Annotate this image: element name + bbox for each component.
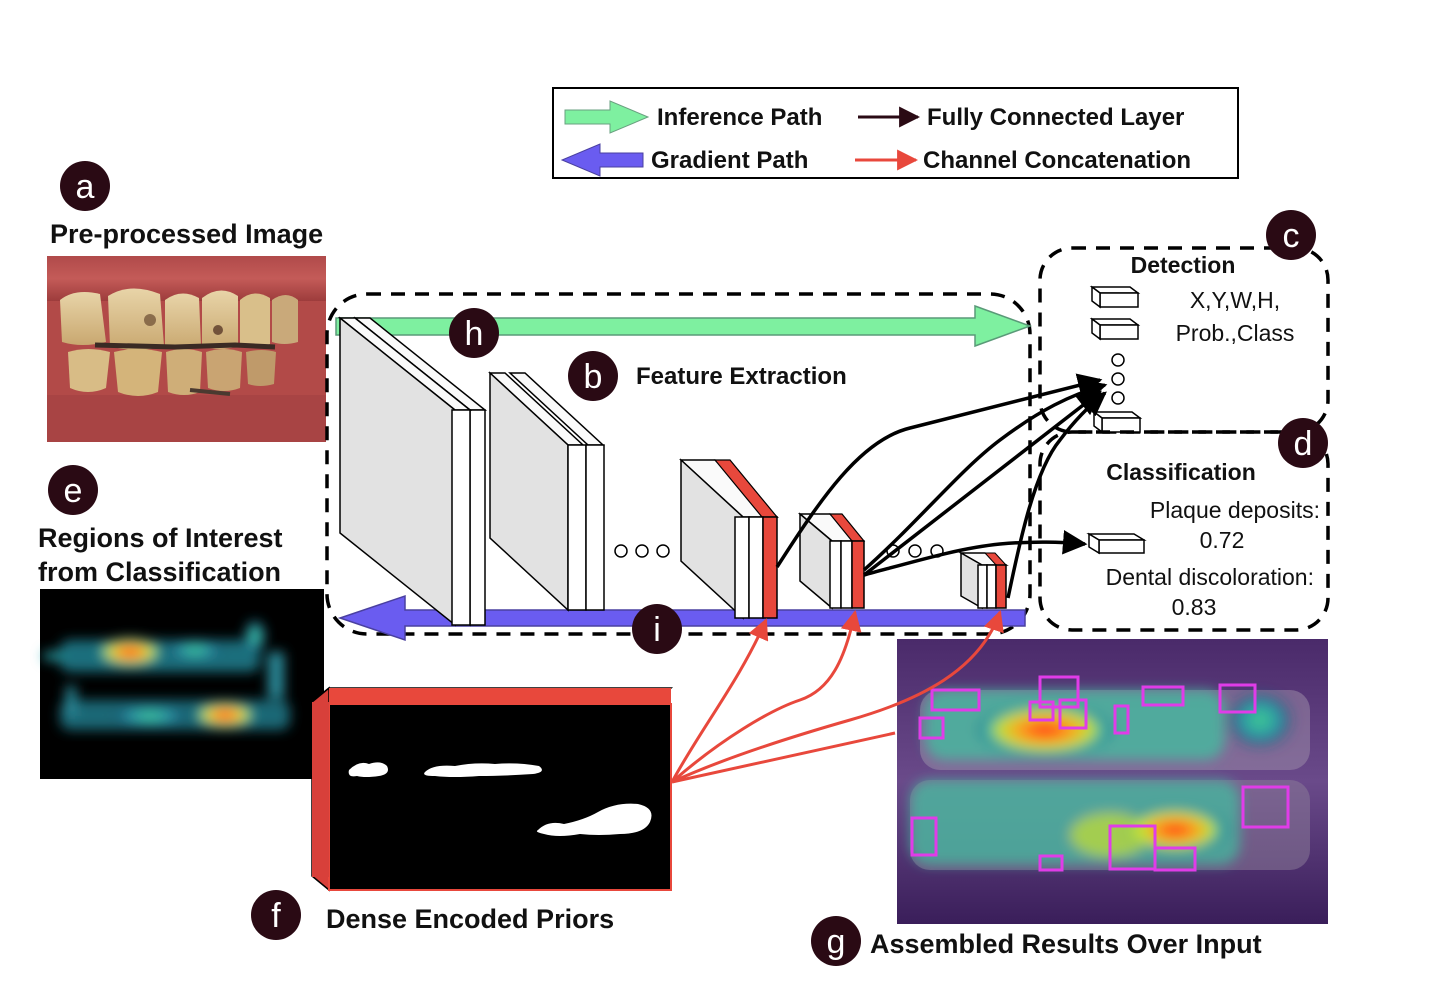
gradient-path-arrow bbox=[337, 594, 1026, 642]
badge-f: f bbox=[251, 890, 301, 940]
detection-title: Detection bbox=[1131, 252, 1236, 278]
roi-title-line1: Regions of Interest bbox=[38, 523, 283, 553]
detection-output-line1: X,Y,W,H, bbox=[1190, 287, 1280, 313]
badge-a: a bbox=[60, 161, 110, 211]
dense-priors-label: Dense Encoded Priors bbox=[326, 904, 614, 934]
class-item2-label: Dental discoloration: bbox=[1106, 564, 1314, 590]
layer-block-5 bbox=[958, 551, 1009, 610]
svg-text:f: f bbox=[271, 897, 281, 935]
feature-extraction-label: Feature Extraction bbox=[636, 363, 847, 390]
heatmap-image bbox=[40, 589, 324, 779]
layer-block-1 bbox=[337, 316, 488, 627]
teeth-photo bbox=[47, 256, 326, 442]
badge-b: b bbox=[568, 351, 618, 401]
badge-g: g bbox=[811, 916, 861, 966]
badge-e: e bbox=[48, 465, 98, 515]
preprocessed-title: Pre-processed Image bbox=[50, 219, 323, 249]
classification-box bbox=[1086, 532, 1147, 555]
detection-output-line2: Prob.,Class bbox=[1176, 320, 1295, 346]
class-item1-value: 0.72 bbox=[1200, 527, 1245, 553]
legend-concat-label: Channel Concatenation bbox=[923, 147, 1191, 174]
gradient-legend-arrow bbox=[560, 143, 644, 177]
layer-block-2 bbox=[488, 371, 605, 612]
layer-block-4 bbox=[797, 512, 866, 610]
svg-text:g: g bbox=[827, 923, 846, 961]
classification-region bbox=[1038, 430, 1330, 632]
fully-connected-arrows bbox=[775, 373, 1108, 599]
roi-title-line2: from Classification bbox=[38, 557, 281, 587]
class-item1-label: Plaque deposits: bbox=[1150, 497, 1320, 523]
legend-inference-label: Inference Path bbox=[657, 104, 822, 131]
legend: Inference Path Gradient Path Fully Conne… bbox=[552, 87, 1239, 179]
layer-block-3 bbox=[679, 458, 779, 620]
detection-boxes bbox=[1089, 285, 1143, 434]
ellipsis-1 bbox=[614, 544, 670, 558]
inference-path-arrow bbox=[335, 304, 1033, 348]
svg-text:c: c bbox=[1283, 217, 1300, 255]
badge-h: h bbox=[449, 308, 499, 358]
svg-text:b: b bbox=[584, 358, 603, 396]
overlay-result-image bbox=[897, 639, 1328, 924]
badge-d: d bbox=[1278, 418, 1328, 468]
inference-legend-arrow bbox=[564, 100, 650, 134]
detection-region bbox=[1038, 246, 1330, 434]
badge-i: i bbox=[632, 604, 682, 654]
class-item2-value: 0.83 bbox=[1172, 594, 1217, 620]
svg-text:a: a bbox=[76, 168, 95, 206]
assembled-label: Assembled Results Over Input bbox=[870, 929, 1262, 959]
svg-text:i: i bbox=[653, 611, 661, 649]
classification-title: Classification bbox=[1106, 459, 1256, 485]
feature-extraction-region bbox=[325, 292, 1032, 636]
badge-c: c bbox=[1266, 210, 1316, 260]
legend-fc-label: Fully Connected Layer bbox=[927, 104, 1184, 131]
svg-text:h: h bbox=[465, 315, 484, 353]
svg-text:d: d bbox=[1294, 425, 1313, 463]
binary-mask-image bbox=[309, 686, 674, 892]
concatenation-arrows bbox=[670, 609, 1004, 784]
svg-text:e: e bbox=[64, 472, 83, 510]
legend-gradient-label: Gradient Path bbox=[651, 147, 808, 174]
